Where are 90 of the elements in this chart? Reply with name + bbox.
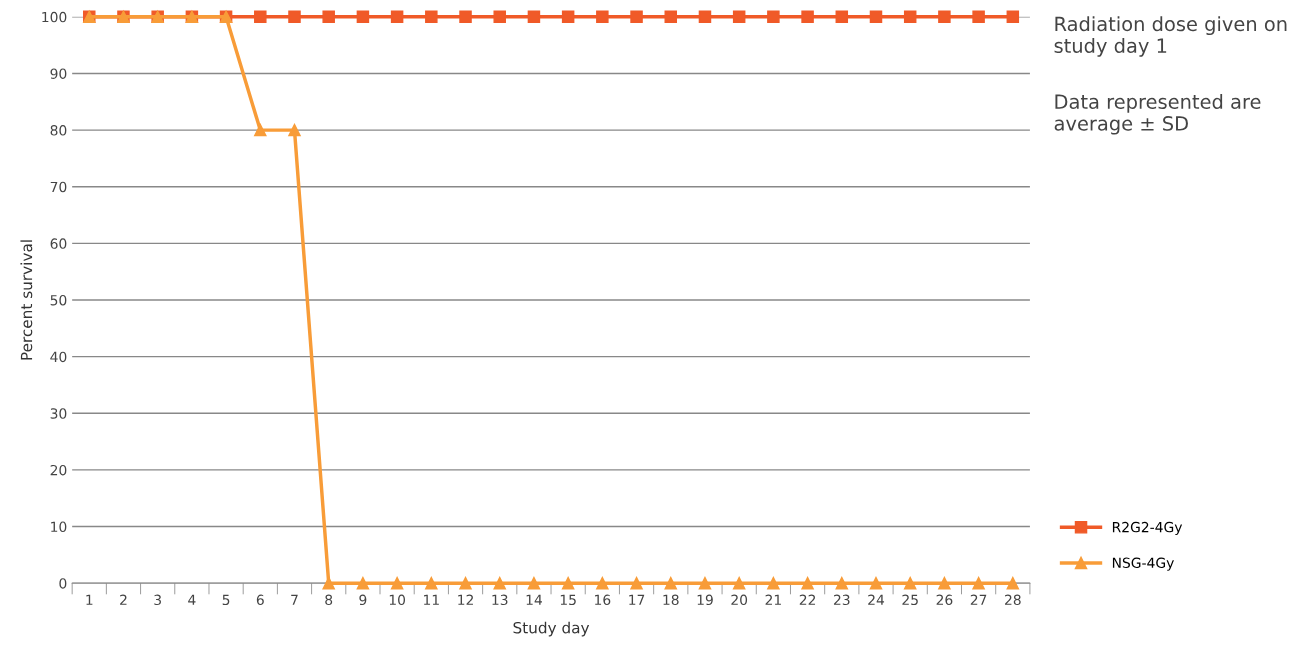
x-tick-label: 7 xyxy=(291,594,298,605)
point xyxy=(732,576,746,590)
x-tick-label: 18 xyxy=(663,594,679,606)
point xyxy=(903,576,917,590)
y-tick-label: 50 xyxy=(50,294,67,306)
point xyxy=(938,10,951,24)
point xyxy=(869,10,883,24)
y-tick-label: 0 xyxy=(59,578,67,589)
text: Data represented are average ± SD xyxy=(1054,93,1261,135)
y-tick-label: 80 xyxy=(50,125,67,136)
x-tick-label: 5 xyxy=(222,594,230,606)
point xyxy=(732,10,746,24)
x-tick-label: 9 xyxy=(359,594,367,606)
point xyxy=(561,10,575,24)
point xyxy=(972,576,985,590)
point xyxy=(903,10,917,24)
point xyxy=(664,10,678,24)
x-tick-label: 15 xyxy=(560,594,576,606)
point xyxy=(972,10,985,24)
x-tick-label: 27 xyxy=(970,594,987,605)
x-tick-label: 17 xyxy=(629,594,645,605)
point xyxy=(356,10,370,24)
x-tick-label: 2 xyxy=(120,594,127,605)
x-tick-label: 3 xyxy=(154,594,161,606)
x-tick-label: 19 xyxy=(697,594,713,606)
legend-label: NSG-4Gy xyxy=(1112,557,1174,571)
point xyxy=(288,123,301,137)
point xyxy=(527,10,541,24)
x-tick-label: 28 xyxy=(1005,594,1021,606)
point xyxy=(698,576,712,590)
y-tick-label: 20 xyxy=(50,464,67,476)
point xyxy=(938,576,951,590)
legend-label: R2G2-4Gy xyxy=(1112,521,1183,536)
x-axis-title: Study day xyxy=(513,621,590,637)
point xyxy=(835,576,849,590)
x-tick-label: 21 xyxy=(765,594,781,605)
point xyxy=(1006,10,1020,24)
x-tick-label: 23 xyxy=(833,594,850,606)
point xyxy=(459,10,472,24)
x-tick-label: 6 xyxy=(256,594,264,606)
point xyxy=(493,576,506,590)
point xyxy=(630,576,643,590)
point xyxy=(356,576,370,590)
point xyxy=(390,10,404,24)
x-tick-label: 25 xyxy=(902,594,918,606)
point xyxy=(767,576,780,590)
y-axis-title: Percent survival xyxy=(20,240,33,360)
point xyxy=(630,10,643,24)
point xyxy=(1006,576,1020,590)
x-tick-label: 22 xyxy=(799,594,816,605)
point xyxy=(869,576,883,590)
y-tick-label: 40 xyxy=(50,351,67,363)
x-tick-label: 24 xyxy=(868,594,885,605)
x-tick-label: 8 xyxy=(325,594,333,606)
x-tick-label: 16 xyxy=(595,594,611,606)
point xyxy=(390,576,404,590)
y-tick-label: 90 xyxy=(50,68,67,79)
point xyxy=(835,10,849,24)
x-tick-label: 13 xyxy=(492,594,508,606)
point xyxy=(801,576,814,590)
x-tick-label: 4 xyxy=(188,594,196,605)
x-tick-label: 12 xyxy=(458,594,473,605)
point xyxy=(767,10,780,24)
x-tick-label: 20 xyxy=(731,594,748,606)
point xyxy=(596,10,609,24)
point xyxy=(254,10,267,24)
x-tick-label: 10 xyxy=(389,594,406,606)
point xyxy=(254,123,267,137)
point xyxy=(664,576,678,590)
point xyxy=(527,576,541,590)
y-tick-label: 10 xyxy=(51,521,67,533)
y-tick-label: 30 xyxy=(50,408,67,419)
text: Radiation dose given on study day 1 xyxy=(1054,16,1287,57)
x-tick-label: 26 xyxy=(936,594,953,606)
x-tick-label: 11 xyxy=(424,594,439,605)
y-tick-label: 100 xyxy=(42,11,67,23)
point xyxy=(459,576,472,590)
point xyxy=(698,10,712,24)
y-tick-label: 70 xyxy=(50,181,67,193)
y-tick-label: 60 xyxy=(50,238,67,249)
point xyxy=(561,576,575,590)
point xyxy=(425,10,438,24)
point xyxy=(801,10,814,24)
point xyxy=(322,10,335,24)
point xyxy=(493,10,506,24)
x-tick-label: 1 xyxy=(86,594,93,605)
point xyxy=(425,576,438,590)
point xyxy=(288,10,301,24)
x-tick-label: 14 xyxy=(526,594,542,605)
point xyxy=(596,576,609,590)
